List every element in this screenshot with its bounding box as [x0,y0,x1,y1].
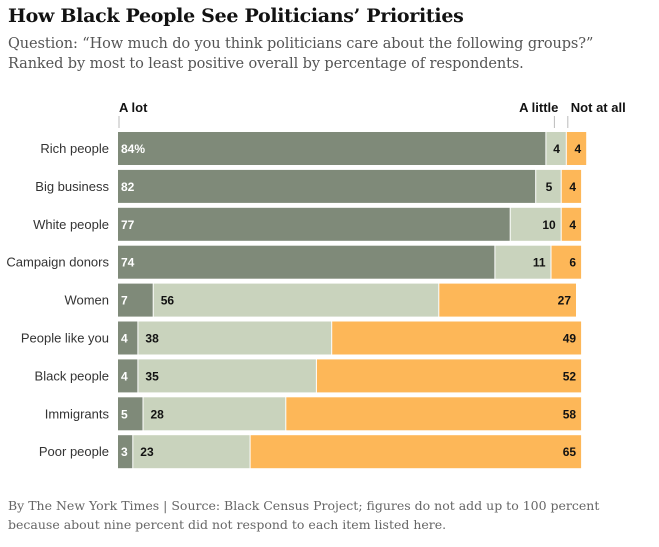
bar-a-little [510,207,561,241]
category-label: Big business [35,179,109,194]
bar-row-women: Women 7 56 27 [64,283,576,317]
category-label: Poor people [39,444,109,459]
bar-a-lot [118,283,153,317]
data-label-a-little: 38 [145,332,159,346]
category-label: People like you [21,331,109,346]
data-label-not-at-all: 52 [563,369,577,383]
bar-a-little [495,245,551,279]
bar-a-lot [118,207,510,241]
data-label-a-little: 23 [140,445,154,459]
bar-row-campaign-donors: Campaign donors 74 11 6 [6,245,582,279]
bar-not-at-all [286,397,582,431]
data-label-not-at-all: 65 [563,445,577,459]
bar-a-little [143,397,286,431]
bar-row-big-business: Big business 82 5 4 [35,169,582,203]
source-note: By The New York Times | Source: Black Ce… [8,498,600,532]
data-label-a-lot: 3 [121,445,128,459]
bar-a-lot [118,435,133,469]
data-label-a-lot: 7 [121,294,128,308]
bar-a-little [138,321,332,355]
data-label-a-lot: 82 [121,180,135,194]
data-label-not-at-all: 6 [569,256,576,270]
bar-not-at-all [561,169,582,203]
bar-a-little [546,132,566,165]
data-label-a-lot: 84% [121,142,145,156]
chart-subtitle: Question: “How much do you think politic… [8,36,594,72]
bar-a-lot [118,397,143,431]
bar-row-people-like-you: People like you 4 38 49 [21,321,582,355]
data-label-not-at-all: 49 [563,332,577,346]
bar-a-lot [118,321,138,355]
bar-a-lot [118,132,546,165]
data-label-a-little: 11 [533,256,546,270]
data-label-a-lot: 4 [121,369,128,383]
data-label-a-little: 10 [542,218,556,232]
legend-label-a-little: A little [519,100,558,115]
bar-not-at-all [551,245,582,279]
data-label-a-lot: 77 [121,218,135,232]
category-label: White people [33,217,109,232]
data-label-not-at-all: 4 [569,180,576,194]
category-label: Immigrants [45,406,110,421]
data-label-a-little: 35 [145,369,159,383]
data-label-a-little: 5 [546,180,553,194]
bar-not-at-all [332,321,582,355]
category-label: Black people [35,368,109,383]
data-label-a-little: 28 [151,407,165,421]
bar-row-white-people: White people 77 10 4 [33,207,582,241]
bar-a-little [153,283,439,317]
bar-not-at-all [566,132,587,165]
bar-not-at-all [316,359,582,393]
bar-a-little [133,435,250,469]
data-label-a-little: 56 [161,294,175,308]
data-label-not-at-all: 4 [569,218,576,232]
data-label-a-little: 4 [553,142,560,156]
data-label-not-at-all: 58 [563,407,577,421]
category-label: Campaign donors [6,255,109,270]
bar-a-lot [118,359,138,393]
data-label-a-lot: 74 [121,256,135,270]
bar-a-little [536,169,561,203]
bar-row-immigrants: Immigrants 5 28 58 [45,397,582,431]
bar-row-black-people: Black people 4 35 52 [35,359,582,393]
bar-row-rich-people: Rich people 84% 4 4 [40,132,587,165]
category-label: Rich people [40,141,109,156]
data-label-not-at-all: 4 [575,142,582,156]
bar-a-lot [118,169,536,203]
bar-not-at-all [250,435,582,469]
legend-label-a-lot: A lot [119,100,148,115]
chart-title: How Black People See Politicians’ Priori… [8,5,464,27]
data-label-a-lot: 5 [121,407,128,421]
bar-not-at-all [561,207,582,241]
data-label-not-at-all: 27 [558,294,572,308]
legend: A lot A little Not at all [118,100,626,128]
bar-not-at-all [439,283,576,317]
data-label-a-lot: 4 [121,332,128,346]
bar-a-lot [118,245,495,279]
bar-a-little [138,359,316,393]
legend-label-not-at-all: Not at all [571,100,626,115]
bar-row-poor-people: Poor people 3 23 65 [39,435,582,469]
category-label: Women [64,293,109,308]
